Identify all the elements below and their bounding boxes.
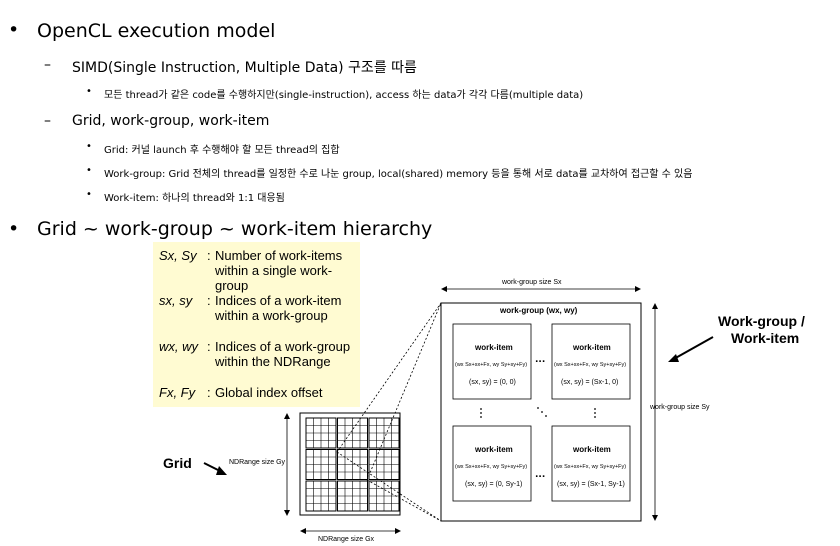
legend-symbol: sx, sy (159, 293, 193, 308)
work-item-box (452, 323, 532, 400)
work-item-box (452, 425, 532, 502)
legend-desc: Indices of a work-group within the NDRan… (215, 339, 351, 369)
section-title-hierarchy: Grid ~ work-group ~ work-item hierarchy (37, 218, 433, 240)
legend-symbol: Fx, Fy (159, 385, 196, 400)
work-item-title: work-item (573, 343, 611, 352)
work-item-title: work-item (573, 445, 611, 454)
section-title-execution-model: OpenCL execution model (37, 20, 276, 42)
work-item-index: (sx, sy) = (Sx-1, Sy-1) (557, 481, 625, 488)
work-item-formula: (wx Sx+sx+Fx, wy Sy+sy+Fy) (554, 464, 627, 470)
workgroup-size-y-label: work-group size Sy (650, 404, 710, 411)
workgroup-title: work-group (wx, wy) (500, 306, 578, 315)
zoom-line (366, 302, 442, 481)
small-bullet: • (86, 141, 92, 152)
dash-bullet: – (44, 57, 51, 73)
work-item-index: (sx, sy) = (0, 0) (469, 379, 516, 386)
ndrange-y-label: NDRange size Gy (229, 459, 286, 466)
ndrange-x-label: NDRange size Gx (318, 536, 375, 543)
bullet-dot: • (8, 218, 20, 240)
dash-bullet: – (44, 113, 51, 129)
legend-desc: Global index offset (215, 385, 323, 400)
legend-desc: Number of work-items within a single wor… (215, 248, 343, 293)
side-label-workgroup: Work-group / (718, 313, 805, 329)
ellipsis: ... (535, 470, 546, 480)
sub-heading-simd: SIMD(Single Instruction, Multiple Data) … (72, 60, 417, 76)
workgroup-definition: Work-group: Grid 전체의 thread를 일정한 수로 나눈 g… (104, 169, 693, 180)
grid-outline (299, 412, 401, 516)
small-bullet: • (86, 189, 92, 200)
small-bullet: • (86, 86, 92, 97)
grid-label: Grid (163, 455, 192, 471)
work-item-box (551, 323, 631, 400)
zoom-line (336, 451, 442, 522)
side-label-workitem: Work-item (731, 330, 800, 346)
work-item-box (551, 425, 631, 502)
grid-definition: Grid: 커널 launch 후 수행해야 할 모든 thread의 집합 (104, 145, 340, 156)
work-item-formula: (wx Sx+sx+Fx, wy Sy+sy+Fy) (455, 362, 528, 368)
legend-symbol: Sx, Sy (159, 248, 197, 263)
simd-detail: 모든 thread가 같은 code를 수행하지만(single-instruc… (104, 90, 584, 101)
work-item-formula: (wx Sx+sx+Fx, wy Sy+sy+Fy) (455, 464, 528, 470)
legend-symbol: wx, wy (159, 339, 198, 354)
work-item-title: work-item (475, 445, 513, 454)
workgroup-size-x-label: work-group size Sx (502, 279, 562, 286)
ellipsis: ... (535, 355, 546, 365)
work-item-index: (sx, sy) = (0, Sy-1) (465, 481, 523, 488)
grid-cells (305, 417, 400, 512)
work-item-title: work-item (475, 343, 513, 352)
workitem-definition: Work-item: 하나의 thread와 1:1 대응됨 (104, 193, 285, 204)
work-item-formula: (wx Sx+sx+Fx, wy Sy+sy+Fy) (554, 362, 627, 368)
legend-box: Sx, Sy : Number of work-items within a s… (153, 242, 360, 407)
legend-desc: Indices of a work-item within a work-gro… (215, 293, 342, 323)
small-bullet: • (86, 165, 92, 176)
work-item-index: (sx, sy) = (Sx-1, 0) (561, 379, 619, 386)
sub-heading-grid: Grid, work-group, work-item (72, 113, 270, 129)
bullet-dot: • (8, 19, 20, 41)
